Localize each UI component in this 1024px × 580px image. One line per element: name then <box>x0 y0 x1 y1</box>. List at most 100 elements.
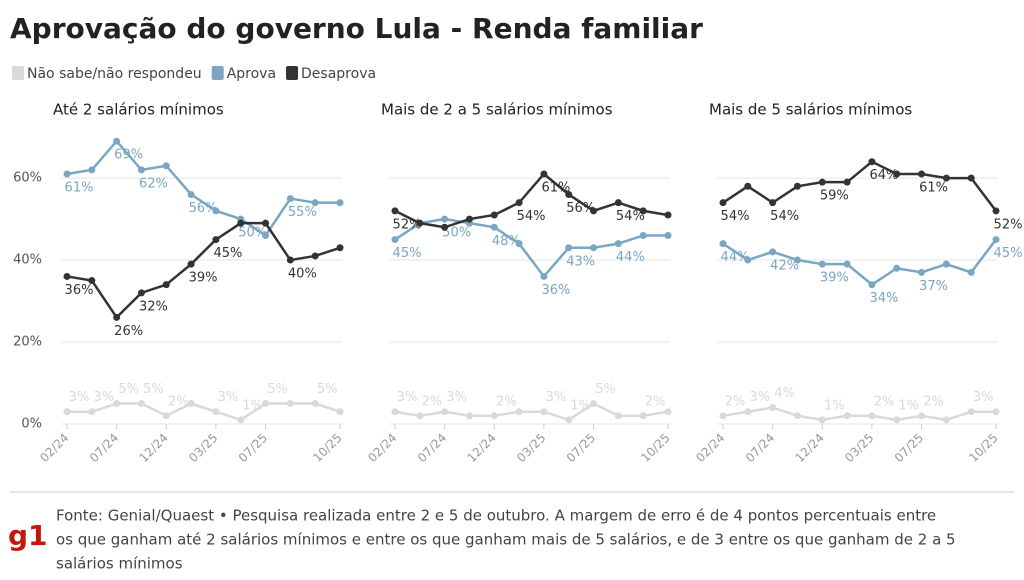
point <box>137 400 145 408</box>
point <box>416 219 424 227</box>
value-label: 2% <box>645 394 666 409</box>
value-label: 1% <box>570 398 591 413</box>
point <box>918 412 926 420</box>
point <box>744 408 752 416</box>
value-label: 54% <box>721 209 750 224</box>
point <box>992 408 1000 416</box>
value-label: 39% <box>820 271 849 286</box>
point <box>565 244 573 252</box>
point <box>868 158 876 166</box>
value-label: 54% <box>616 209 645 224</box>
value-label: 61% <box>541 180 570 195</box>
point <box>162 412 170 420</box>
point <box>719 412 727 420</box>
point <box>793 412 801 420</box>
point <box>212 207 220 215</box>
x-tick-label: 02/24 <box>693 431 727 465</box>
point <box>769 199 777 207</box>
value-label: 5% <box>118 382 139 397</box>
value-label: 36% <box>65 283 94 298</box>
x-tick-label: 03/25 <box>514 431 548 465</box>
value-label: 44% <box>721 250 750 265</box>
point <box>441 223 449 231</box>
point <box>311 199 319 207</box>
x-tick-label: 03/25 <box>186 431 220 465</box>
point <box>187 190 195 198</box>
point <box>918 268 926 276</box>
value-label: 55% <box>288 205 317 220</box>
value-label: 54% <box>770 209 799 224</box>
title: Aprovação do governo Lula - Renda famili… <box>10 12 703 45</box>
value-label: 45% <box>213 246 242 261</box>
point <box>391 408 399 416</box>
legend-swatch <box>286 66 299 80</box>
value-label: 26% <box>114 324 143 339</box>
point <box>416 412 424 420</box>
legend-swatch <box>211 66 224 80</box>
point <box>63 170 71 178</box>
point <box>441 215 449 223</box>
point <box>465 412 473 420</box>
point <box>992 236 1000 244</box>
point <box>441 408 449 416</box>
x-tick-label: 03/25 <box>842 431 876 465</box>
y-tick-label: 20% <box>13 335 42 350</box>
x-tick-label: 12/24 <box>137 431 171 465</box>
value-label: 4% <box>774 386 795 401</box>
y-tick-label: 0% <box>21 417 42 432</box>
x-tick-label: 07/25 <box>236 431 270 465</box>
point <box>769 404 777 412</box>
panel-title: Mais de 5 salários mínimos <box>709 101 912 119</box>
point <box>262 219 270 227</box>
value-label: 62% <box>139 176 168 191</box>
point <box>868 412 876 420</box>
point <box>540 170 548 178</box>
point <box>719 199 727 207</box>
point <box>967 174 975 182</box>
point <box>336 199 344 207</box>
point <box>515 408 523 416</box>
legend-label: Desaprova <box>301 66 376 82</box>
source: Fonte: Genial/Quaest • Pesquisa realizad… <box>56 507 936 525</box>
value-label: 69% <box>114 148 143 163</box>
point <box>664 231 672 239</box>
point <box>311 400 319 408</box>
value-label: 52% <box>393 217 422 232</box>
point <box>565 416 573 424</box>
value-label: 3% <box>446 390 467 405</box>
point <box>515 199 523 207</box>
series-line <box>66 139 340 238</box>
value-label: 1% <box>898 398 919 413</box>
source: os que ganham até 2 salários mínimos e e… <box>56 531 956 549</box>
value-label: 45% <box>393 246 422 261</box>
value-label: 2% <box>496 394 517 409</box>
x-tick-label: 07/24 <box>415 431 449 465</box>
point <box>113 313 121 321</box>
value-label: 2% <box>923 394 944 409</box>
value-label: 34% <box>869 291 898 306</box>
x-tick-label: 07/25 <box>564 431 598 465</box>
point <box>63 272 71 280</box>
value-label: 43% <box>566 254 595 269</box>
point <box>212 408 220 416</box>
value-label: 37% <box>919 279 948 294</box>
point <box>490 223 498 231</box>
value-label: 40% <box>288 267 317 282</box>
point <box>187 400 195 408</box>
value-label: 36% <box>541 283 570 298</box>
point <box>137 289 145 297</box>
series-line <box>394 402 669 422</box>
y-tick-label: 60% <box>13 171 42 186</box>
value-label: 56% <box>566 201 595 216</box>
panel-title: Até 2 salários mínimos <box>53 101 224 119</box>
value-label: 61% <box>919 180 948 195</box>
point <box>88 408 96 416</box>
point <box>113 137 121 145</box>
series-line <box>67 402 341 422</box>
legend-label: Aprova <box>227 66 276 82</box>
value-label: 2% <box>422 394 443 409</box>
series-line <box>722 160 997 212</box>
value-label: 54% <box>517 209 546 224</box>
point <box>744 256 752 264</box>
